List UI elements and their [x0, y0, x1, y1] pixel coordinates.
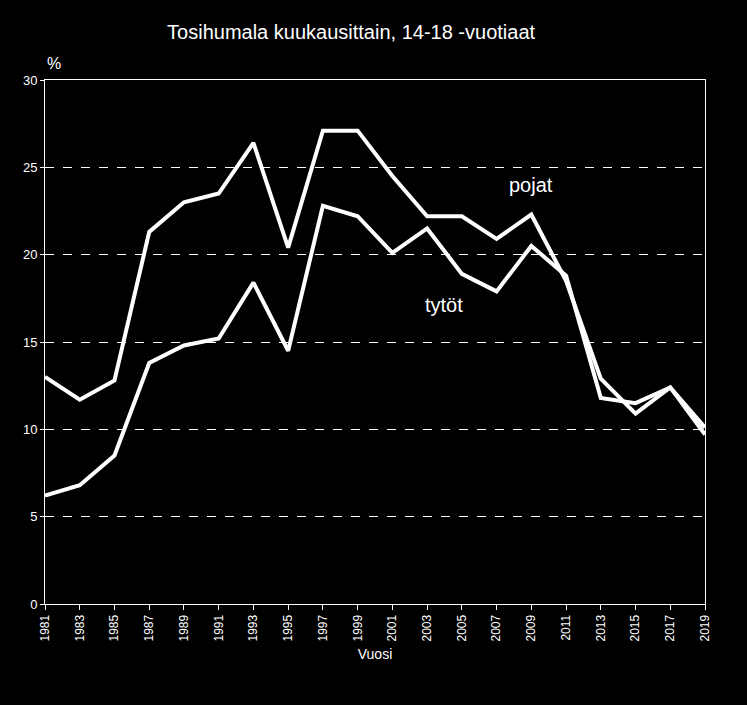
svg-text:1987: 1987 — [142, 614, 156, 641]
svg-text:20: 20 — [23, 247, 37, 262]
svg-text:1995: 1995 — [281, 614, 295, 641]
svg-text:1985: 1985 — [107, 614, 121, 641]
svg-text:2003: 2003 — [420, 614, 434, 641]
svg-text:30: 30 — [23, 73, 37, 88]
svg-text:Tosihumala kuukausittain, 14-1: Tosihumala kuukausittain, 14-18 -vuotiaa… — [167, 21, 535, 43]
svg-text:2005: 2005 — [455, 614, 469, 641]
svg-text:25: 25 — [23, 160, 37, 175]
svg-text:1989: 1989 — [177, 614, 191, 641]
svg-text:2011: 2011 — [559, 614, 573, 640]
svg-text:%: % — [47, 55, 61, 72]
svg-text:2017: 2017 — [663, 614, 677, 641]
svg-text:1999: 1999 — [351, 614, 365, 641]
svg-text:1991: 1991 — [212, 614, 226, 641]
svg-text:1993: 1993 — [246, 614, 260, 641]
svg-text:5: 5 — [30, 509, 37, 524]
svg-text:tytöt: tytöt — [425, 294, 463, 316]
svg-text:15: 15 — [23, 335, 37, 350]
svg-text:2013: 2013 — [594, 614, 608, 641]
svg-text:1997: 1997 — [316, 614, 330, 641]
svg-text:2015: 2015 — [628, 614, 642, 641]
svg-text:pojat: pojat — [509, 174, 553, 196]
svg-text:10: 10 — [23, 422, 37, 437]
svg-text:2007: 2007 — [489, 614, 503, 641]
svg-text:Vuosi: Vuosi — [358, 646, 393, 662]
svg-text:2019: 2019 — [698, 614, 712, 641]
svg-text:1981: 1981 — [38, 614, 52, 641]
svg-text:2009: 2009 — [524, 614, 538, 641]
svg-text:1983: 1983 — [73, 614, 87, 641]
svg-text:2001: 2001 — [385, 614, 399, 641]
svg-text:0: 0 — [30, 597, 37, 612]
